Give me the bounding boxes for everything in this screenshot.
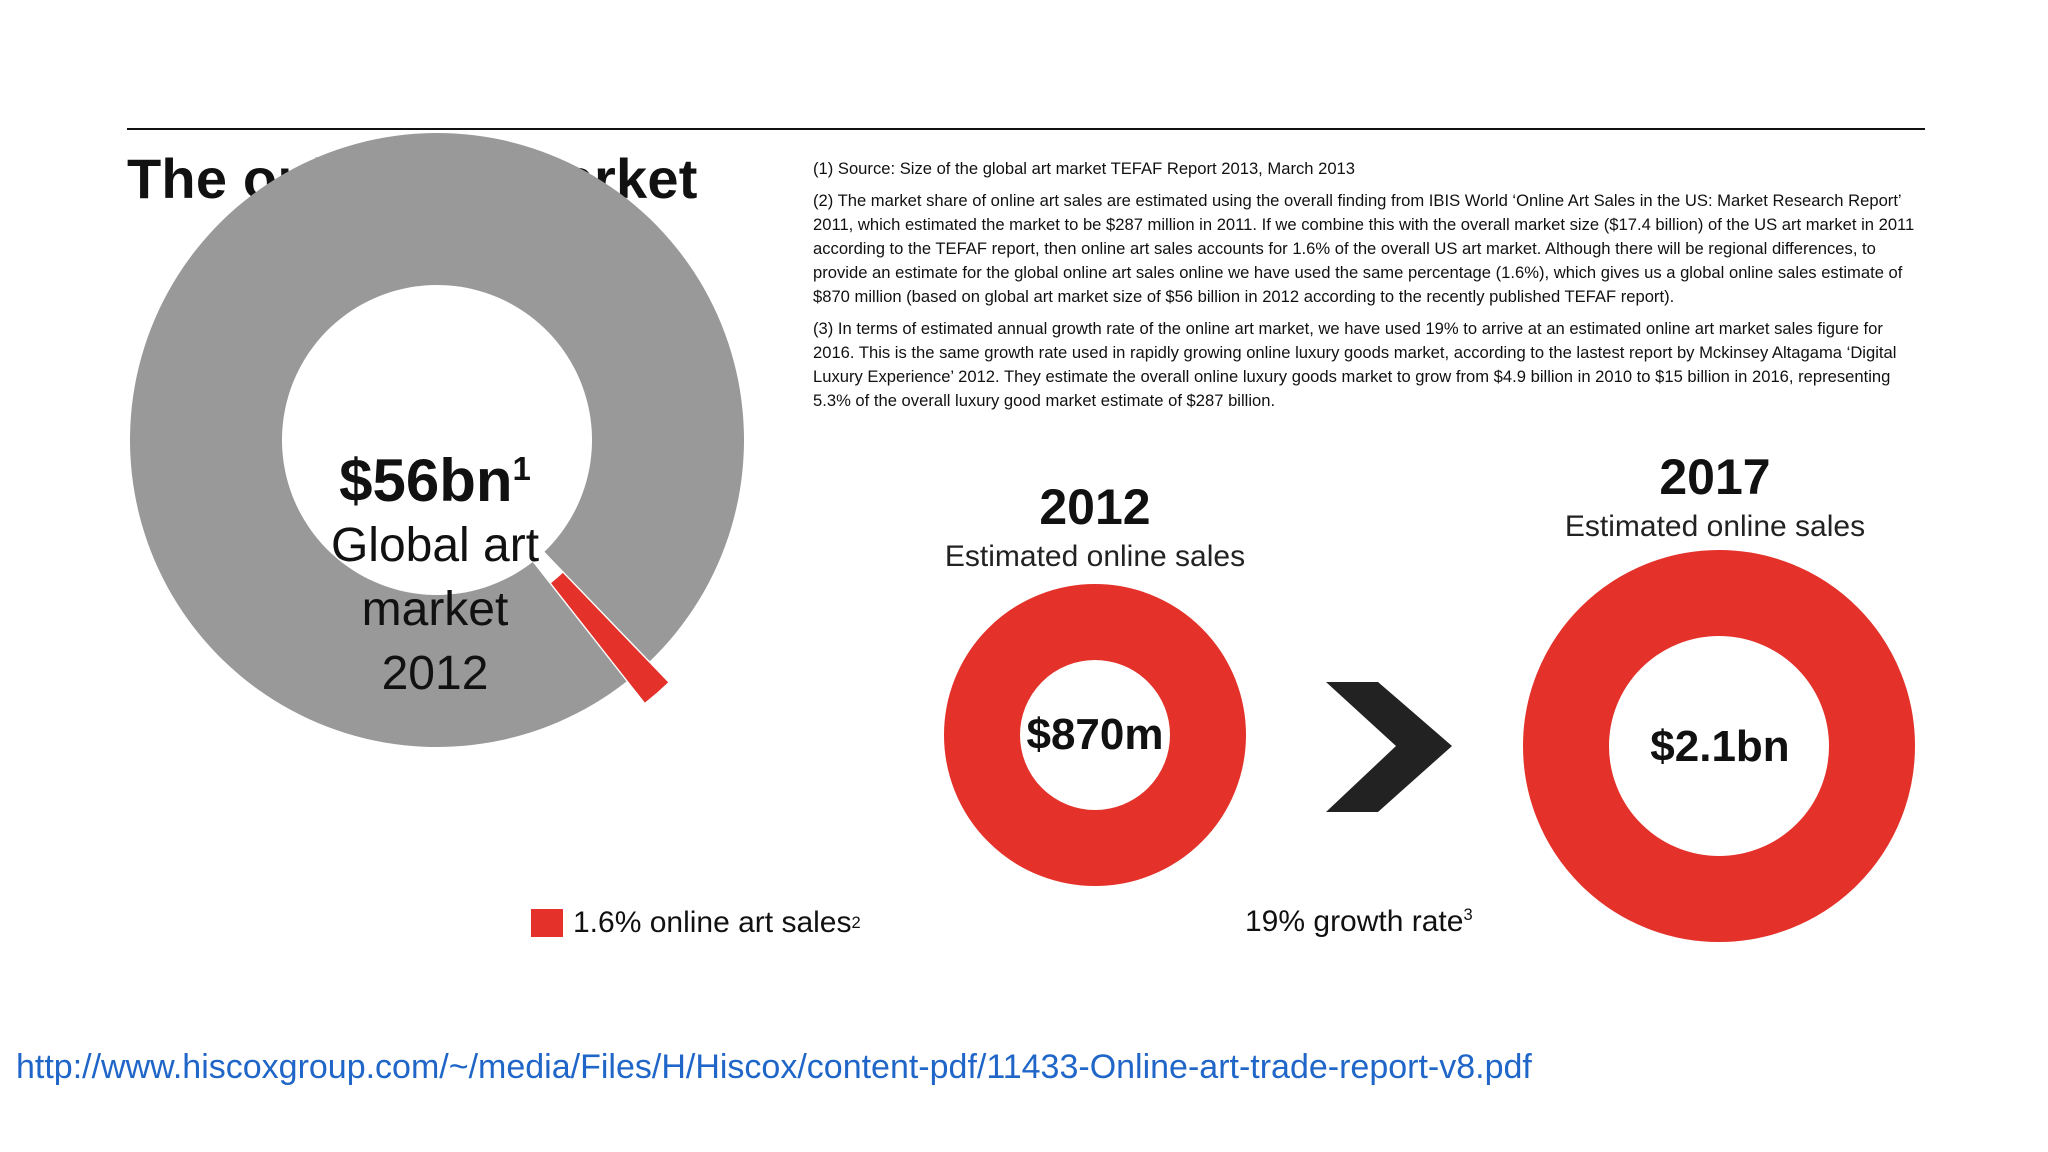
footnote-3: (3) In terms of estimated annual growth … — [813, 319, 1897, 410]
legend-label: 1.6% online art sales — [573, 906, 852, 939]
donut-2017 — [1523, 550, 1915, 942]
donut-2017-ring — [1523, 550, 1915, 942]
online-sales-legend: 1.6% online art sales 2 — [531, 905, 861, 941]
growth-footnote-mark: 3 — [1463, 906, 1473, 924]
footnotes: (1) Source: Size of the global art marke… — [813, 157, 1923, 421]
donut-2012 — [944, 584, 1246, 886]
donut-2012-ring — [944, 584, 1246, 886]
growth-rate-label: 19% growth rate3 — [1245, 905, 1473, 939]
value-2012: $870m — [1026, 710, 1164, 759]
global-market-line-2: market — [361, 583, 509, 636]
subtitle-2012: Estimated online sales — [944, 540, 1246, 573]
slice-online-sales — [551, 572, 669, 703]
global-market-line-1: Global art — [330, 519, 540, 572]
top-rule — [127, 128, 1925, 130]
global-market-footnote-mark: 1 — [512, 450, 531, 487]
legend-swatch — [531, 909, 563, 937]
source-link[interactable]: http://www.hiscoxgroup.com/~/media/Files… — [16, 1048, 1532, 1086]
value-2017: $2.1bn — [1650, 722, 1790, 771]
footnote-1: (1) Source: Size of the global art marke… — [813, 159, 1356, 178]
subtitle-2017: Estimated online sales — [1564, 510, 1866, 543]
year-2012: 2012 — [1039, 479, 1151, 535]
chevron-right-icon — [1326, 682, 1452, 812]
global-market-value: $56bn — [339, 447, 513, 514]
year-2017: 2017 — [1659, 449, 1771, 505]
slice-other-sales — [129, 133, 745, 747]
growth-rate-text: 19% growth rate — [1245, 905, 1464, 938]
footnote-2: (2) The market share of online art sales… — [813, 191, 1915, 306]
global-market-label: $56bn1 Global art market 2012 — [290, 448, 580, 706]
global-market-line-3: 2012 — [381, 647, 489, 700]
